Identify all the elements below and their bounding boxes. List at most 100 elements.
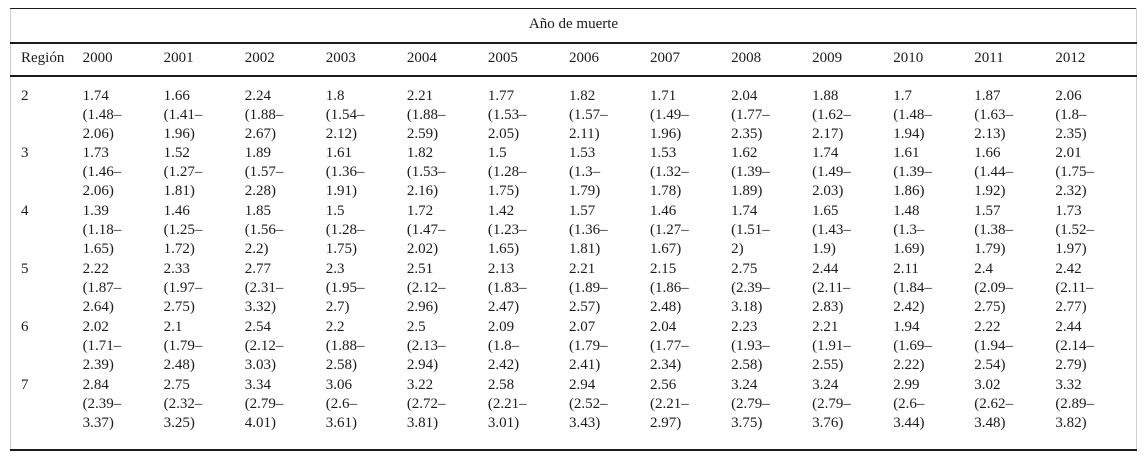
estimate-line: 1.66 [163,88,190,104]
estimate-line: 1.67) [650,241,682,257]
estimate-line: 3.03) [244,357,276,373]
estimate-line: (1.93– [731,338,770,354]
estimate-line: (1.88– [325,338,365,354]
year-column-header: 2008 [731,43,813,77]
estimate-line: (1.28– [325,222,365,238]
table-body: 2 1.74 (1.48– 2.06) 1.66 (1.41– 1.96) 2.24 (1.88… [11,76,1137,450]
estimate-line: 2.99 [893,377,920,393]
estimate-line: (1.38– [974,222,1013,238]
estimate-cell: 3.02 (2.62– 3.48) [974,376,1055,450]
estimate-cell: 3.24 (2.79– 3.75) [731,376,812,450]
estimate-line: 1.66 [974,145,1001,161]
estimate-line: 2.75 [731,261,758,277]
estimate-line: (2.14– [1055,338,1095,354]
estimate-line: 1.53 [568,145,596,161]
estimate-line: 2.44 [1055,319,1082,335]
estimate-cell: 2.13 (1.83– 2.47) [488,260,569,318]
estimate-line: 2.13 [487,261,515,277]
estimate-line: 2.02) [406,241,439,257]
estimate-line: 2.35) [731,126,763,142]
estimate-line: 2.48) [650,299,682,315]
estimate-line: (2.12– [244,338,284,354]
year-column-header: 2005 [487,43,569,77]
estimate-line: 1.65) [487,241,520,257]
estimate-line: 2.58) [325,357,357,373]
estimate-line: 2.11) [568,126,600,142]
estimate-line: 3.32) [244,299,276,315]
estimate-line: (1.3– [568,164,601,180]
estimate-line: (1.36– [325,164,365,180]
estimate-line: (2.62– [974,396,1013,412]
estimate-line: 2.22) [893,357,925,373]
estimate-line: 2.22 [82,261,109,277]
estimate-line: 2.33 [163,261,190,277]
estimate-line: 2.42 [1055,261,1082,277]
estimate-line: 2.83) [812,299,844,315]
estimate-line: 1.91) [325,183,357,199]
estimate-cell: 2.1 (1.79– 2.48) [164,318,245,376]
estimate-cell: 2.21 (1.89– 2.57) [569,260,650,318]
estimate-line: 2.21 [406,88,434,104]
estimate-cell: 1.73 (1.52– 1.97) [1055,202,1136,260]
estimate-line: 2.44 [812,261,839,277]
estimate-line: 1.96) [650,126,682,142]
estimate-line: 2.2 [325,319,345,335]
estimate-cell: 2.11 (1.84– 2.42) [893,260,974,318]
estimate-cell: 2.09 (1.8– 2.42) [488,318,569,376]
estimate-line: 1.72) [163,241,195,257]
estimate-cell: 2.84 (2.39– 3.37) [83,376,164,450]
estimate-line: 2.57) [568,299,601,315]
estimate-cell: 2.54 (2.12– 3.03) [245,318,326,376]
estimate-line: 2.7) [325,299,350,315]
estimate-line: 2.04 [650,319,677,335]
estimate-line: 1.89 [244,145,271,161]
estimate-line: (2.39– [731,280,770,296]
estimate-line: 2.06 [1055,88,1082,104]
estimate-cell: 2.07 (1.79– 2.41) [569,318,650,376]
estimate-line: 2.42) [487,357,520,373]
estimate-cell: 2.2 (1.88– 2.58) [326,318,407,376]
estimate-line: (1.51– [731,222,770,238]
estimate-cell: 1.89 (1.57– 2.28) [245,144,326,202]
estimate-cell: 3.06 (2.6– 3.61) [326,376,407,450]
estimate-line: 2.51 [406,261,434,277]
estimate-line: 1.89) [731,183,763,199]
region-column-header: Región [10,43,83,77]
estimate-line: 1.8 [325,88,345,104]
estimate-line: (2.31– [244,280,284,296]
estimate-line: 1.53 [650,145,677,161]
estimate-line: 2.42) [893,299,925,315]
estimate-line: 2.04 [731,88,758,104]
estimate-line: 1.74 [731,203,758,219]
region-label: 5 [21,261,29,277]
estimate-cell: 1.61 (1.39– 1.86) [893,144,974,202]
estimate-line: 2.39) [82,357,114,373]
estimate-cell: 1.77 (1.53– 2.05) [488,76,569,144]
estimate-line: (1.36– [568,222,608,238]
estimate-line: (2.72– [406,396,446,412]
estimate-line: 2.34) [650,357,682,373]
estimate-line: 1.72 [406,203,434,219]
estimate-line: (1.79– [163,338,203,354]
estimate-line: (1.47– [406,222,446,238]
estimate-line: 2.56 [650,377,677,393]
estimate-line: 2.94) [406,357,439,373]
estimate-line: (1.69– [893,338,932,354]
estimate-line: 2.77) [1055,299,1087,315]
estimate-line: 3.43) [568,415,601,431]
estimate-line: 2.41) [568,357,601,373]
estimate-line: (1.32– [650,164,689,180]
estimate-cell: 1.72 (1.47– 2.02) [407,202,488,260]
table-row: 5 2.22 (1.87– 2.64) 2.33 (1.97– 2.75) 2.77 (2.31… [11,260,1137,318]
estimate-cell: 1.87 (1.63– 2.13) [974,76,1055,144]
estimate-line: 1.73 [82,145,109,161]
estimate-line: 3.34 [244,377,271,393]
estimate-line: 1.52 [163,145,190,161]
estimate-line: 2.12) [325,126,357,142]
estimate-cell: 2.3 (1.95– 2.7) [326,260,407,318]
estimate-line: 1.82 [568,88,596,104]
estimate-line: 2.75) [163,299,195,315]
estimate-line: 1.96) [163,126,195,142]
estimate-line: 2.21 [568,261,596,277]
estimate-cell: 1.5 (1.28– 1.75) [488,144,569,202]
